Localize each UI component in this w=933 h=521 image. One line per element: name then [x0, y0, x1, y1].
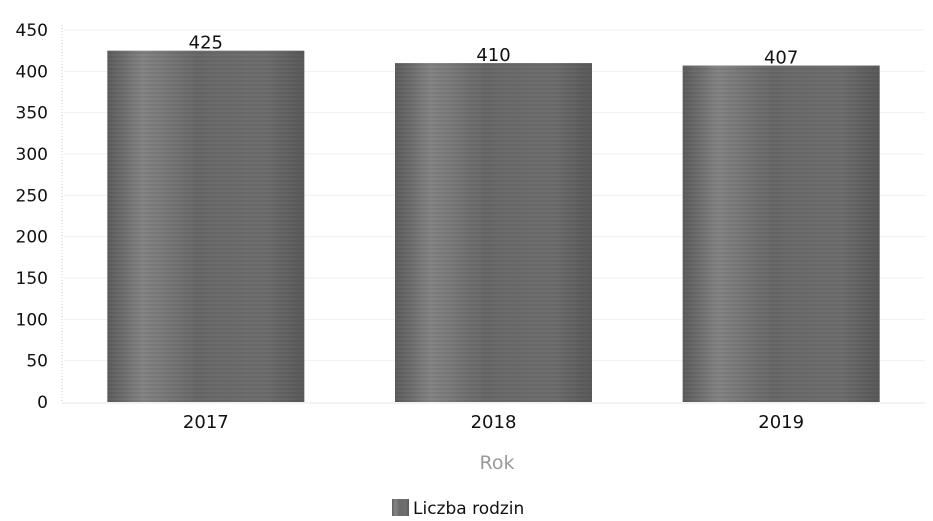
data-labels: 425 410 407 [189, 33, 799, 69]
legend-swatch [392, 499, 409, 516]
y-tick-label: 300 [16, 145, 48, 165]
bars [107, 50, 880, 403]
y-tick-label: 400 [16, 62, 48, 82]
bar-texture [107, 50, 305, 403]
y-tick-label: 150 [16, 269, 48, 289]
y-tick-label: 200 [16, 228, 48, 248]
y-tick-label: 350 [16, 104, 48, 124]
legend[interactable]: Liczba rodzin [392, 499, 524, 519]
x-tick-label-2019: 2019 [758, 412, 804, 433]
x-tick-label-2017: 2017 [183, 412, 229, 433]
data-label-2019: 407 [764, 48, 798, 69]
y-tick-label: 250 [16, 186, 48, 206]
bar-texture [682, 65, 880, 403]
data-label-2018: 410 [476, 45, 510, 66]
y-tick-label: 50 [26, 352, 48, 372]
y-axis: 0 50 100 150 200 250 300 350 400 450 [16, 21, 925, 413]
x-axis: 2017 2018 2019 [183, 412, 804, 433]
y-tick-label: 100 [16, 310, 48, 330]
legend-label: Liczba rodzin [413, 499, 524, 519]
x-tick-label-2018: 2018 [471, 412, 517, 433]
bar-texture [395, 63, 592, 403]
data-label-2017: 425 [189, 33, 223, 54]
y-tick-label: 0 [37, 393, 48, 413]
x-axis-title: Rok [480, 452, 515, 474]
y-tick-label: 450 [16, 21, 48, 41]
